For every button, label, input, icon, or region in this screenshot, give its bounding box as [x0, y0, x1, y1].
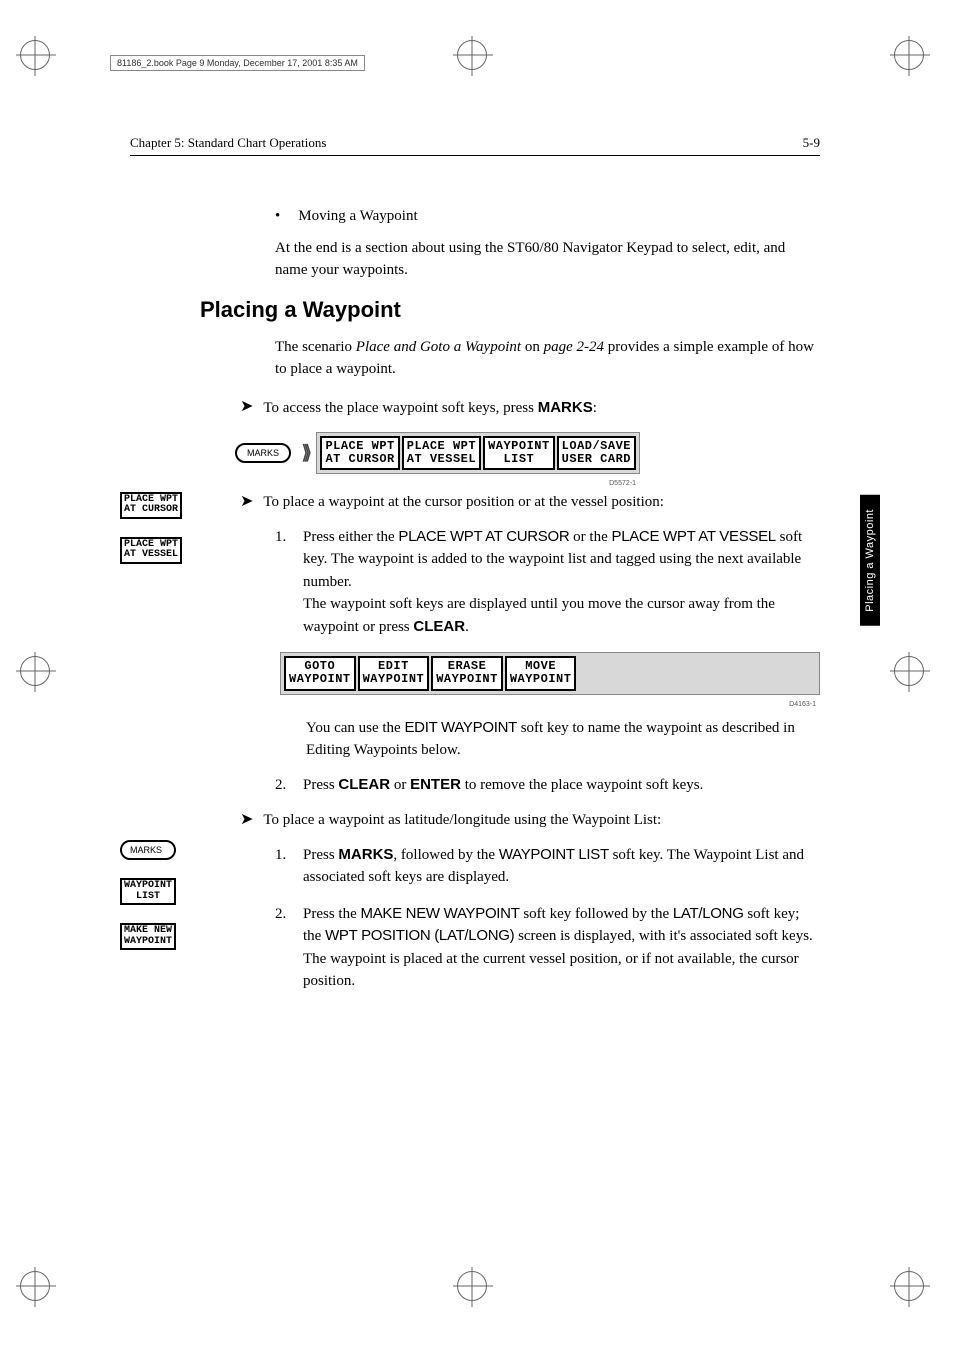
print-header: 81186_2.book Page 9 Monday, December 17,…	[110, 55, 365, 71]
step-number: 2.	[275, 903, 289, 993]
text: Press	[303, 777, 338, 793]
crop-mark-bl	[20, 1271, 60, 1311]
text: on	[521, 339, 544, 355]
side-tab: Placing a Waypoint	[860, 495, 880, 626]
step-number: 1.	[275, 844, 289, 889]
text: to remove the place waypoint soft keys.	[461, 777, 703, 793]
bullet-text: Moving a Waypoint	[298, 206, 417, 228]
crop-mark-mb	[457, 1271, 497, 1311]
instruction-3: ➤ To place a waypoint as latitude/longit…	[240, 810, 820, 832]
step-2: 2. Press CLEAR or ENTER to remove the pl…	[275, 774, 820, 797]
diagram-id: D4163-1	[789, 701, 816, 708]
text: or	[390, 777, 410, 793]
marks-button-icon: MARKS	[235, 443, 291, 463]
key-name: CLEAR	[413, 618, 465, 635]
text: To access the place waypoint soft keys, …	[263, 400, 537, 416]
softkey-ref: WPT POSITION (LAT/LONG)	[325, 927, 514, 944]
step-text: Press either the PLACE WPT AT CURSOR or …	[303, 526, 820, 639]
arrow-icon: ➤	[240, 397, 253, 420]
step-number: 1.	[275, 526, 289, 639]
text: soft key followed by the	[520, 906, 673, 922]
scenario-name: Place and Goto a Waypoint	[356, 339, 521, 355]
softkey-ref: LAT/LONG	[673, 905, 744, 922]
softkey-goto: GOTO WAYPOINT	[284, 656, 356, 690]
softkey-place-cursor: PLACE WPT AT CURSOR	[320, 436, 399, 470]
margin-key-waypoint-list: WAYPOINT LIST	[120, 878, 176, 905]
margin-keys-1: PLACE WPT AT CURSOR PLACE WPT AT VESSEL	[120, 492, 182, 564]
softkey-ref: PLACE WPT AT CURSOR	[398, 528, 569, 545]
page-ref: page 2-24	[544, 339, 604, 355]
crop-mark-tl	[20, 40, 60, 80]
intro-paragraph: At the end is a section about using the …	[275, 238, 820, 282]
page-number: 5-9	[803, 135, 820, 151]
arrow-icon: ➤	[240, 810, 253, 832]
text: , followed by the	[393, 847, 498, 863]
softkey-ref: MAKE NEW WAYPOINT	[361, 905, 520, 922]
crop-mark-mr	[894, 656, 934, 696]
key-name: CLEAR	[338, 776, 390, 793]
step-4: 2. Press the MAKE NEW WAYPOINT soft key …	[275, 903, 820, 993]
section-heading: Placing a Waypoint	[200, 297, 820, 323]
softkey-ref: EDIT WAYPOINT	[404, 719, 517, 736]
softkey-ref: PLACE WPT AT VESSEL	[611, 528, 775, 545]
margin-key-place-cursor: PLACE WPT AT CURSOR	[120, 492, 182, 519]
key-name: ENTER	[410, 776, 461, 793]
diagram-id: D5572-1	[609, 480, 636, 487]
step-text: Press the MAKE NEW WAYPOINT soft key fol…	[303, 903, 820, 993]
intro-block: • Moving a Waypoint At the end is a sect…	[275, 206, 820, 281]
text: :	[593, 400, 597, 416]
margin-key-make-new: MAKE NEW WAYPOINT	[120, 923, 176, 950]
crop-mark-tr	[894, 40, 934, 80]
bullet-icon: •	[275, 206, 280, 228]
softkey-move: MOVE WAYPOINT	[505, 656, 577, 690]
softkey-edit: EDIT WAYPOINT	[358, 656, 430, 690]
text: or the	[569, 529, 611, 545]
text: Press the	[303, 906, 361, 922]
softkey-erase: ERASE WAYPOINT	[431, 656, 503, 690]
step-1: 1. Press either the PLACE WPT AT CURSOR …	[275, 526, 820, 639]
text: Press either the	[303, 529, 398, 545]
softkey-diagram-2: GOTO WAYPOINT EDIT WAYPOINT ERASE WAYPOI…	[280, 652, 820, 694]
softkey-ref: WAYPOINT LIST	[499, 846, 609, 863]
margin-key-place-vessel: PLACE WPT AT VESSEL	[120, 537, 182, 564]
step-3: 1. Press MARKS, followed by the WAYPOINT…	[275, 844, 820, 889]
softkey-load-save: LOAD/SAVE USER CARD	[557, 436, 636, 470]
step-number: 2.	[275, 774, 289, 797]
text: The scenario	[275, 339, 356, 355]
crop-mark-ml	[20, 656, 60, 696]
followup-1: You can use the EDIT WAYPOINT soft key t…	[306, 717, 820, 762]
instruction-text: To place a waypoint as latitude/longitud…	[263, 810, 661, 832]
arrow-icon: ➤	[240, 492, 253, 514]
softkey-bar-2: GOTO WAYPOINT EDIT WAYPOINT ERASE WAYPOI…	[280, 652, 820, 694]
text: .	[465, 619, 469, 635]
softkey-bar-1: PLACE WPT AT CURSOR PLACE WPT AT VESSEL …	[316, 432, 640, 474]
crop-mark-br	[894, 1271, 934, 1311]
text: Press	[303, 847, 338, 863]
instruction-text: To place a waypoint at the cursor positi…	[263, 492, 664, 514]
key-name: MARKS	[338, 846, 393, 863]
key-name: MARKS	[538, 399, 593, 416]
margin-keys-2: MARKS WAYPOINT LIST MAKE NEW WAYPOINT	[120, 840, 176, 950]
crop-mark-mt	[457, 40, 497, 80]
scenario-paragraph: The scenario Place and Goto a Waypoint o…	[275, 337, 820, 381]
step-text: Press MARKS, followed by the WAYPOINT LI…	[303, 844, 820, 889]
softkey-diagram-1: MARKS ⟩⟩⟩ PLACE WPT AT CURSOR PLACE WPT …	[235, 432, 820, 474]
text: You can use the	[306, 720, 404, 736]
softkey-waypoint-list: WAYPOINT LIST	[483, 436, 555, 470]
step-text: Press CLEAR or ENTER to remove the place…	[303, 774, 820, 797]
text: The waypoint soft keys are displayed unt…	[303, 596, 775, 635]
softkey-place-vessel: PLACE WPT AT VESSEL	[402, 436, 481, 470]
page-content: Placing a Waypoint Chapter 5: Standard C…	[130, 135, 820, 1007]
instruction-text: To access the place waypoint soft keys, …	[263, 397, 596, 420]
instruction-1: ➤ To access the place waypoint soft keys…	[240, 397, 820, 420]
margin-marks-button: MARKS	[120, 840, 176, 860]
chapter-title: Chapter 5: Standard Chart Operations	[130, 135, 326, 151]
running-header: Chapter 5: Standard Chart Operations 5-9	[130, 135, 820, 156]
chevron-icon: ⟩⟩⟩	[301, 440, 306, 465]
instruction-2: ➤ To place a waypoint at the cursor posi…	[240, 492, 820, 514]
